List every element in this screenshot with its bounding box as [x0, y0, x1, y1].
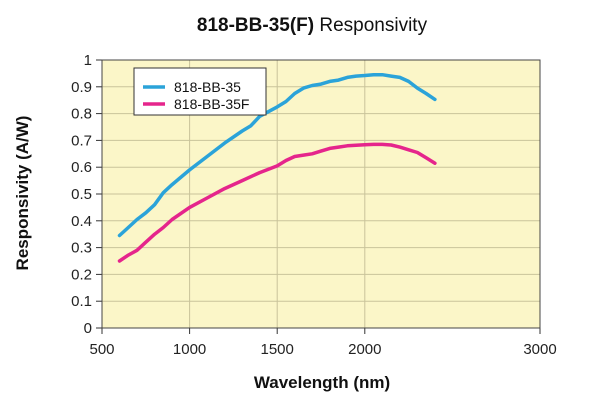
chart-title-rest: Responsivity	[319, 15, 427, 36]
x-tick-label: 2000	[348, 341, 381, 358]
y-tick-label: 0	[84, 320, 92, 337]
y-tick-label: 0.5	[71, 186, 92, 203]
legend-label-818-bb-35f: 818-BB-35F	[174, 96, 249, 112]
y-tick-label: 0.6	[71, 159, 92, 176]
x-tick-label: 3000	[523, 341, 556, 358]
legend-box	[133, 67, 267, 116]
x-tick-label: 1000	[173, 341, 206, 358]
y-axis-label: Responsivity (A/W)	[13, 116, 32, 271]
series-lines	[117, 72, 437, 263]
y-tick-label: 0.1	[71, 293, 92, 310]
chart-title-bold: 818-BB-35(F)	[197, 15, 314, 36]
plot-border	[101, 59, 541, 329]
legend-label-818-bb-35: 818-BB-35	[174, 79, 241, 95]
y-tick-label: 0.7	[71, 132, 92, 149]
y-tick-label: 0.2	[71, 266, 92, 283]
y-tick-label: 0.3	[71, 240, 92, 257]
y-tick-label: 0.9	[71, 79, 92, 96]
series-line-818-bb-35	[117, 72, 437, 238]
y-tick-label: 0.4	[71, 213, 92, 230]
y-tick-label: 0.8	[71, 106, 92, 123]
axes	[96, 59, 541, 334]
y-tick-label: 1	[84, 52, 92, 69]
x-tick-label: 500	[89, 341, 114, 358]
chart-title: 818-BB-35(F) Responsivity	[197, 15, 428, 36]
x-tick-label: 1500	[261, 341, 294, 358]
x-axis-label: Wavelength (nm)	[254, 373, 390, 392]
legend: 818-BB-35 818-BB-35F	[133, 67, 267, 116]
series-line-818-bb-35f	[117, 142, 437, 263]
